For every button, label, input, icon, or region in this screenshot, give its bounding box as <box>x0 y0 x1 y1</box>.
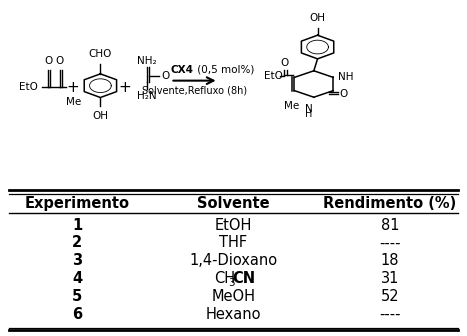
Text: CH: CH <box>214 271 235 286</box>
Text: O: O <box>280 58 288 68</box>
Text: +: + <box>66 80 79 95</box>
Text: Hexano: Hexano <box>206 307 261 322</box>
Text: OH: OH <box>92 111 108 121</box>
Text: +: + <box>118 80 131 95</box>
Text: Experimento: Experimento <box>25 196 129 211</box>
Text: 3: 3 <box>72 253 82 268</box>
Text: THF: THF <box>219 236 248 250</box>
Text: 18: 18 <box>381 253 399 268</box>
Text: (0,5 mol%): (0,5 mol%) <box>193 65 254 75</box>
Text: Me: Me <box>66 97 81 108</box>
Text: EtOH: EtOH <box>215 217 252 233</box>
Text: Me: Me <box>284 101 300 111</box>
Text: MeOH: MeOH <box>212 289 255 304</box>
Text: CHO: CHO <box>89 49 112 59</box>
Text: 1,4-Dioxano: 1,4-Dioxano <box>190 253 277 268</box>
Text: 81: 81 <box>381 217 399 233</box>
Text: H₂N: H₂N <box>137 91 157 101</box>
Text: Solvente,Refluxo (8h): Solvente,Refluxo (8h) <box>142 85 247 95</box>
Text: O: O <box>44 55 52 66</box>
Text: ----: ---- <box>379 236 401 250</box>
Text: 6: 6 <box>72 307 82 322</box>
Text: CN: CN <box>233 271 256 286</box>
Text: NH: NH <box>338 72 354 82</box>
Text: H: H <box>305 109 313 119</box>
Text: 4: 4 <box>72 271 82 286</box>
Text: Solvente: Solvente <box>197 196 270 211</box>
Text: 31: 31 <box>381 271 399 286</box>
Text: O: O <box>161 71 170 81</box>
Text: ----: ---- <box>379 307 401 322</box>
Text: OH: OH <box>310 13 325 24</box>
Text: 2: 2 <box>72 236 82 250</box>
Text: Rendimento (%): Rendimento (%) <box>323 196 457 211</box>
Text: O: O <box>56 55 64 66</box>
Text: CX4: CX4 <box>170 65 193 75</box>
Text: N: N <box>305 104 313 114</box>
Text: 3: 3 <box>228 278 234 288</box>
Text: EtO: EtO <box>19 82 37 92</box>
Text: 1: 1 <box>72 217 82 233</box>
Text: NH₂: NH₂ <box>137 55 157 66</box>
Text: EtO: EtO <box>264 71 283 81</box>
Text: 52: 52 <box>381 289 399 304</box>
Text: O: O <box>339 89 347 99</box>
Text: 5: 5 <box>72 289 82 304</box>
